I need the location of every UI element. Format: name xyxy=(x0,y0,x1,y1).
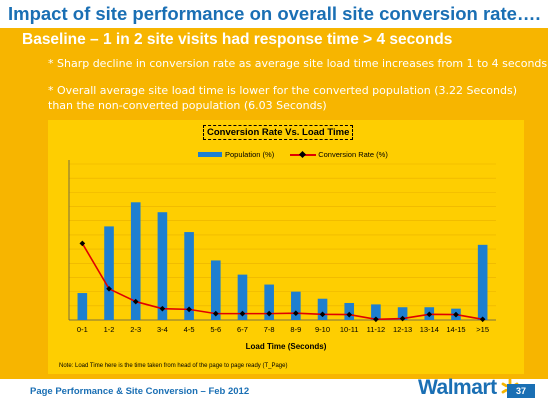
bar xyxy=(397,307,408,320)
x-tick-label: 8-9 xyxy=(290,325,301,334)
x-axis-label: Load Time (Seconds) xyxy=(245,342,327,351)
conversion-point xyxy=(373,316,379,323)
legend-line-swatch xyxy=(290,151,317,159)
bullet-1: * Sharp decline in conversion rate as av… xyxy=(48,57,548,70)
chart-note: Note: Load Time here is the time taken f… xyxy=(59,363,288,369)
chart-legend: Population (%) Conversion Rate (%) xyxy=(198,150,388,159)
x-tick-label: 2-3 xyxy=(130,325,141,334)
slide-title: Impact of site performance on overall si… xyxy=(8,3,541,24)
page-number: 37 xyxy=(507,384,535,398)
bar xyxy=(237,274,248,320)
x-tick-label: 5-6 xyxy=(210,325,221,334)
bar xyxy=(477,244,488,320)
conversion-point xyxy=(132,298,139,305)
chart-title: Conversion Rate Vs. Load Time xyxy=(203,125,354,140)
x-tick-label: 12-13 xyxy=(393,325,412,334)
chart-canvas: 0-1 1-2 2-3 3-4 4-5 5-6 6-7 7-8 8-9 9-10 10-11 11-1… xyxy=(68,160,496,334)
bar xyxy=(210,260,221,320)
bar xyxy=(157,212,168,320)
conversion-point xyxy=(426,311,433,318)
bar xyxy=(344,302,355,320)
conversion-point xyxy=(106,285,112,292)
bar xyxy=(184,232,194,320)
bullet-2: * Overall average site load time is lowe… xyxy=(48,84,517,112)
conversion-point xyxy=(293,310,299,317)
conversion-line xyxy=(81,243,483,321)
conversion-point xyxy=(399,315,406,322)
legend-label-conversion: Conversion Rate (%) xyxy=(318,150,388,159)
x-tick-label: 0-1 xyxy=(77,325,88,334)
bar xyxy=(104,226,114,320)
footer-text: Page Performance & Site Conversion – Feb… xyxy=(30,386,250,397)
x-tick-label: >15 xyxy=(476,325,489,334)
x-tick-label: 6-7 xyxy=(237,325,248,334)
bar xyxy=(130,202,141,320)
conversion-point xyxy=(239,310,246,317)
conversion-point xyxy=(453,311,459,318)
x-tick-label: 14-15 xyxy=(446,325,465,334)
conversion-point xyxy=(212,310,219,317)
legend-label-population: Population (%) xyxy=(225,150,275,159)
x-tick-label: 3-4 xyxy=(157,325,168,334)
x-tick-label: 7-8 xyxy=(264,325,275,334)
walmart-logo: Walmart xyxy=(418,376,520,400)
x-tick-label: 10-11 xyxy=(340,325,359,334)
bar xyxy=(264,284,274,320)
conversion-point xyxy=(186,306,192,313)
x-tick-label: 13-14 xyxy=(420,325,439,334)
x-tick-label: 9-10 xyxy=(315,325,330,334)
bar xyxy=(291,291,301,320)
bar xyxy=(77,293,88,320)
bar xyxy=(317,298,328,320)
bar xyxy=(371,304,381,320)
conversion-point xyxy=(266,310,272,317)
conversion-point xyxy=(159,305,166,312)
conversion-point xyxy=(479,316,486,323)
x-tick-label: 11-12 xyxy=(367,325,386,334)
logo-wordmark: Walmart xyxy=(418,376,497,399)
conversion-point xyxy=(319,311,326,318)
chart-panel: 0-1 1-2 2-3 3-4 4-5 5-6 6-7 7-8 8-9 9-10 10-11 11-1… xyxy=(48,120,524,374)
legend-bar-swatch xyxy=(198,152,222,157)
conversion-point xyxy=(346,311,353,318)
x-tick-label: 1-2 xyxy=(104,325,115,334)
x-tick-label: 4-5 xyxy=(184,325,195,334)
slide-subtitle: Baseline – 1 in 2 site visits had respon… xyxy=(22,31,453,48)
